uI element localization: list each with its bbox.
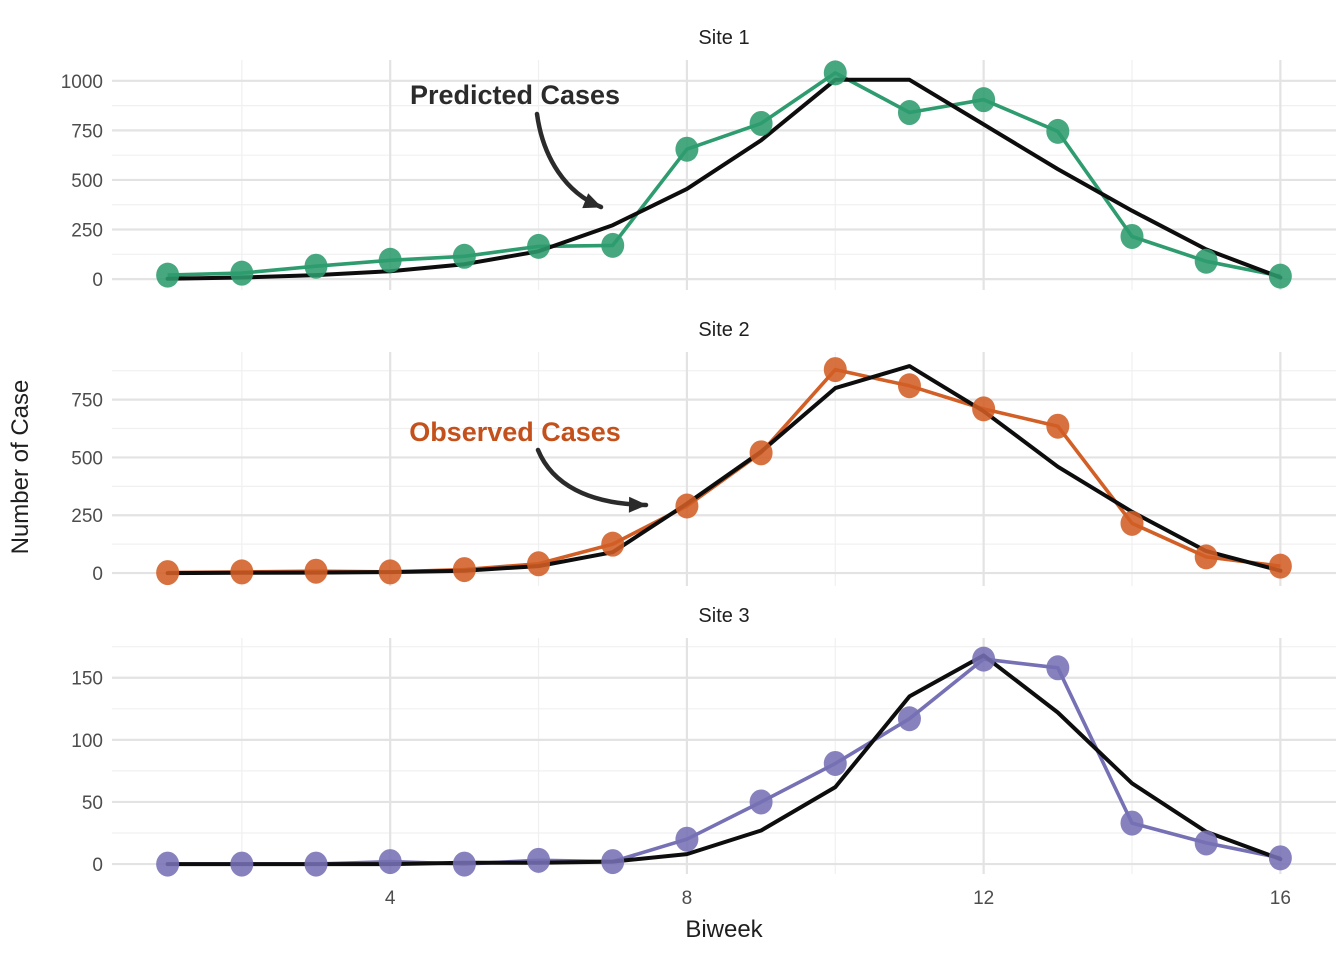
y-tick-label: 50	[82, 793, 103, 814]
observed-point	[823, 357, 847, 383]
observed-point	[897, 706, 921, 732]
observed-point	[304, 851, 328, 877]
observed-point	[1268, 263, 1292, 289]
observed-point	[452, 851, 476, 877]
facet-title: Site 1	[698, 27, 749, 49]
observed-point	[230, 260, 254, 286]
observed-cases-points	[156, 646, 1292, 877]
observed-point	[156, 262, 180, 288]
observed-point	[1194, 544, 1218, 570]
annotation-text: Observed Cases	[409, 417, 621, 447]
observed-point	[675, 493, 699, 519]
observed-point	[156, 560, 180, 586]
observed-point	[972, 646, 996, 672]
x-tick-label: 8	[682, 888, 693, 909]
annotation-arrow	[535, 447, 649, 513]
observed-point	[823, 60, 847, 86]
minor-gridlines	[112, 352, 1336, 586]
observed-point	[304, 558, 328, 584]
y-tick-label: 250	[71, 221, 103, 242]
y-tick-label: 150	[71, 669, 103, 690]
observed-point	[601, 849, 625, 875]
y-tick-label: 1000	[61, 72, 103, 93]
predicted-cases-line	[165, 77, 1283, 281]
observed-point	[1120, 510, 1144, 536]
observed-point	[972, 87, 996, 113]
y-tick-label: 750	[71, 391, 103, 412]
observed-point	[1268, 845, 1292, 871]
y-tick-label: 250	[71, 506, 103, 527]
y-tick-label: 100	[71, 731, 103, 752]
y-tick-labels: 0 50 100 150	[71, 669, 103, 876]
observed-point	[378, 247, 402, 273]
y-tick-label: 750	[71, 121, 103, 142]
y-tick-label: 500	[71, 448, 103, 469]
observed-point	[230, 851, 254, 877]
observed-point	[972, 396, 996, 422]
panel-site-2: 0 250 500 750 Site 2	[71, 319, 1336, 586]
observed-point	[452, 557, 476, 583]
facet-title: Site 2	[698, 319, 749, 341]
observed-point	[527, 233, 551, 259]
observed-point	[1194, 830, 1218, 856]
observed-point	[749, 789, 773, 815]
facet-title: Site 3	[698, 605, 749, 627]
observed-point	[897, 100, 921, 126]
observed-point	[1120, 810, 1144, 836]
observed-point	[1046, 413, 1070, 439]
x-tick-label: 12	[973, 888, 994, 909]
observed-point	[823, 750, 847, 776]
observed-point	[1046, 118, 1070, 144]
observed-cases-annotation: Observed Cases	[409, 417, 649, 513]
predicted-cases-line	[165, 653, 1283, 867]
observed-point	[304, 253, 328, 279]
y-tick-labels: 0 250 500 750 1000	[61, 72, 103, 291]
observed-point	[749, 440, 773, 466]
observed-point	[675, 826, 699, 852]
observed-cases-points	[156, 60, 1292, 289]
observed-point	[452, 243, 476, 269]
x-tick-label: 4	[385, 888, 396, 909]
y-tick-labels: 0 250 500 750	[71, 391, 103, 585]
observed-point	[1120, 223, 1144, 249]
y-tick-label: 0	[92, 270, 103, 291]
observed-point	[527, 847, 551, 873]
predicted-cases-line	[165, 364, 1283, 576]
observed-point	[675, 136, 699, 162]
minor-gridlines	[112, 638, 1336, 874]
observed-point	[1268, 553, 1292, 579]
y-tick-label: 500	[71, 171, 103, 192]
predicted-cases-annotation: Predicted Cases	[410, 80, 620, 210]
y-tick-label: 0	[92, 855, 103, 876]
observed-point	[230, 559, 254, 585]
annotation-arrow	[534, 111, 604, 210]
observed-point	[527, 551, 551, 577]
panel-site-3: 0 50 100 150 Site 3	[71, 605, 1336, 877]
annotation-text: Predicted Cases	[410, 80, 620, 110]
x-tick-labels: 4 8 12 16	[385, 888, 1291, 909]
observed-point	[1046, 655, 1070, 681]
y-tick-label: 0	[92, 564, 103, 585]
observed-point	[749, 110, 773, 136]
x-tick-label: 16	[1270, 888, 1291, 909]
observed-cases-line	[167, 71, 1281, 278]
observed-point	[601, 232, 625, 258]
observed-point	[897, 373, 921, 399]
observed-point	[156, 851, 180, 877]
observed-point	[378, 559, 402, 585]
observed-point	[378, 849, 402, 875]
observed-point	[1194, 248, 1218, 274]
y-axis-label: Number of Case	[7, 380, 34, 555]
observed-cases-points	[156, 357, 1292, 586]
panel-site-1: 0 250 500 750 1000 Site 1	[61, 27, 1336, 291]
observed-point	[601, 531, 625, 557]
x-axis-label: Biweek	[685, 916, 763, 943]
minor-gridlines	[112, 60, 1336, 290]
major-gridlines	[112, 638, 1336, 874]
